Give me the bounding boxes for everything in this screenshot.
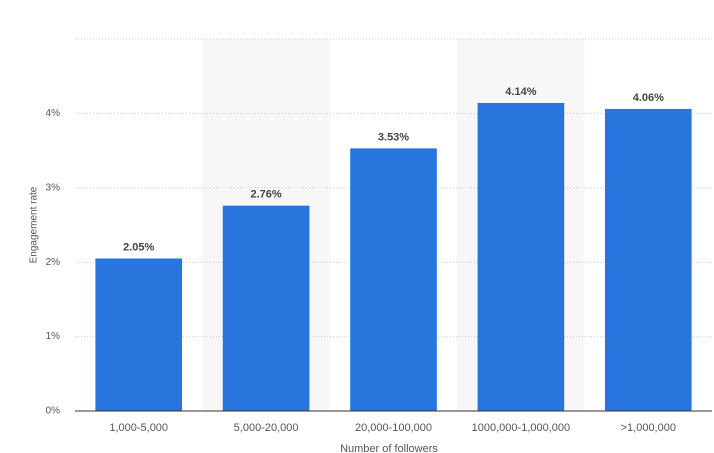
value-label: 3.53%: [378, 131, 409, 143]
x-tick-label: 5,000-20,000: [234, 422, 299, 434]
y-tick-label: 4%: [46, 108, 61, 119]
y-tick-label: 2%: [46, 257, 61, 268]
bar: [477, 102, 565, 411]
bar: [350, 148, 437, 412]
value-label: 2.76%: [250, 189, 281, 201]
x-tick-label: 20,000-100,000: [355, 422, 432, 434]
bar: [222, 205, 310, 411]
value-label: 4.14%: [505, 86, 536, 98]
x-axis-title: Number of followers: [340, 443, 438, 453]
x-tick-label: 1000,000-1,000,000: [472, 422, 570, 434]
x-tick-label: 1,000-5,000: [109, 422, 168, 434]
bar: [604, 108, 692, 411]
y-tick-label: 3%: [46, 182, 61, 193]
value-label: 2.05%: [123, 241, 154, 253]
y-tick-label: 1%: [46, 331, 61, 342]
value-label: 4.06%: [633, 92, 664, 104]
x-tick-label: >1,000,000: [621, 422, 676, 434]
bar: [95, 258, 183, 411]
y-axis-title: Engagement rate: [29, 186, 40, 263]
y-tick-label: 0%: [46, 406, 61, 417]
